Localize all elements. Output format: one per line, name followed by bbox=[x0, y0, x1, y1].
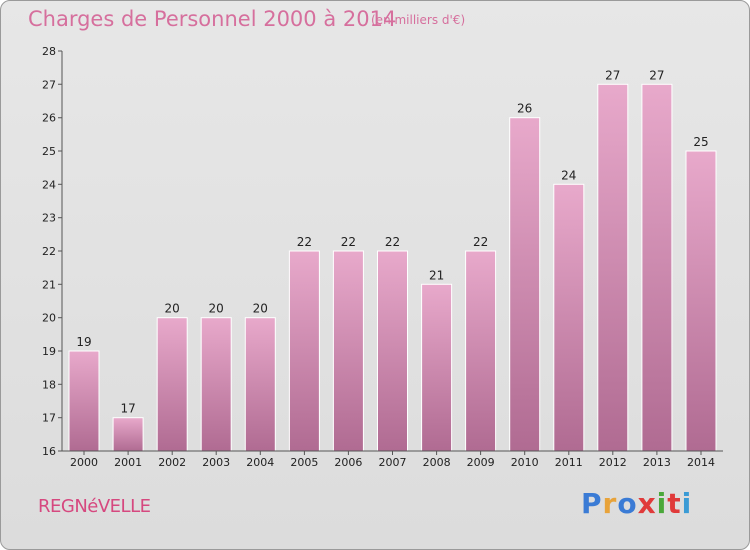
x-tick-label-2006: 2006 bbox=[334, 456, 362, 469]
y-tick-label-16: 16 bbox=[42, 445, 56, 458]
value-label-2012: 27 bbox=[605, 68, 620, 82]
value-label-2001: 17 bbox=[120, 402, 135, 416]
x-tick-label-2011: 2011 bbox=[555, 456, 583, 469]
x-tick-label-2009: 2009 bbox=[467, 456, 495, 469]
y-tick-label-19: 19 bbox=[42, 345, 56, 358]
y-tick-label-22: 22 bbox=[42, 245, 56, 258]
x-tick-label-2003: 2003 bbox=[202, 456, 230, 469]
chart-title: Charges de Personnel 2000 à 2014 bbox=[28, 7, 397, 31]
y-tick-label-23: 23 bbox=[42, 212, 56, 225]
bar-2002 bbox=[156, 317, 188, 452]
value-label-2002: 20 bbox=[165, 302, 180, 316]
bar-2008 bbox=[421, 283, 453, 452]
y-tick-label-24: 24 bbox=[42, 178, 56, 191]
x-tick-label-2012: 2012 bbox=[599, 456, 627, 469]
x-tick-label-2002: 2002 bbox=[158, 456, 186, 469]
x-tick-label-2004: 2004 bbox=[246, 456, 274, 469]
bar-2013 bbox=[641, 83, 673, 452]
y-tick-label-21: 21 bbox=[42, 278, 56, 291]
brand-letter: i bbox=[681, 487, 693, 520]
x-tick-label-2008: 2008 bbox=[423, 456, 451, 469]
bar-2012 bbox=[597, 83, 629, 452]
value-label-2004: 20 bbox=[253, 302, 268, 316]
x-tick-label-2001: 2001 bbox=[114, 456, 142, 469]
y-tick-label-28: 28 bbox=[42, 45, 56, 58]
x-tick-label-2013: 2013 bbox=[643, 456, 671, 469]
value-label-2003: 20 bbox=[209, 302, 224, 316]
y-tick-label-20: 20 bbox=[42, 312, 56, 325]
x-tick-label-2005: 2005 bbox=[290, 456, 318, 469]
brand-letter: o bbox=[617, 487, 638, 520]
bar-2005 bbox=[288, 250, 320, 452]
x-tick-label-2010: 2010 bbox=[511, 456, 539, 469]
x-tick-label-2014: 2014 bbox=[687, 456, 715, 469]
bar-2009 bbox=[465, 250, 497, 452]
bar-2007 bbox=[377, 250, 408, 452]
commune-name: REGNéVELLE bbox=[38, 496, 151, 517]
brand-letter: x bbox=[637, 487, 657, 520]
brand-letter: P bbox=[581, 487, 603, 520]
value-label-2010: 26 bbox=[517, 102, 532, 116]
value-label-2000: 19 bbox=[76, 335, 91, 349]
value-label-2013: 27 bbox=[649, 68, 664, 82]
brand-letter: i bbox=[656, 487, 668, 520]
bar-2006 bbox=[332, 250, 364, 452]
chart-subtitle: (en milliers d'€) bbox=[371, 13, 466, 27]
x-tick-label-2007: 2007 bbox=[379, 456, 407, 469]
bar-2010 bbox=[509, 117, 541, 452]
value-label-2014: 25 bbox=[693, 135, 708, 149]
value-label-2007: 22 bbox=[385, 235, 400, 249]
y-tick-label-17: 17 bbox=[42, 412, 56, 425]
bar-2001 bbox=[112, 417, 144, 452]
value-label-2011: 24 bbox=[561, 168, 576, 182]
value-label-2005: 22 bbox=[297, 235, 312, 249]
y-tick-label-25: 25 bbox=[42, 145, 56, 158]
brand-letter: t bbox=[667, 487, 682, 520]
bar-2003 bbox=[200, 317, 232, 452]
y-tick-label-27: 27 bbox=[42, 78, 56, 91]
value-label-2008: 21 bbox=[429, 268, 444, 282]
y-tick-label-18: 18 bbox=[42, 378, 56, 391]
bar-2004 bbox=[244, 317, 276, 452]
proxiti-logo: Proxiti bbox=[581, 487, 692, 520]
bar-2014 bbox=[685, 150, 717, 452]
brand-letter: r bbox=[602, 487, 618, 520]
x-tick-label-2000: 2000 bbox=[70, 456, 98, 469]
y-tick-label-26: 26 bbox=[42, 112, 56, 125]
bar-2011 bbox=[553, 183, 585, 452]
value-label-2009: 22 bbox=[473, 235, 488, 249]
value-label-2006: 22 bbox=[341, 235, 356, 249]
bar-2000 bbox=[68, 350, 100, 452]
